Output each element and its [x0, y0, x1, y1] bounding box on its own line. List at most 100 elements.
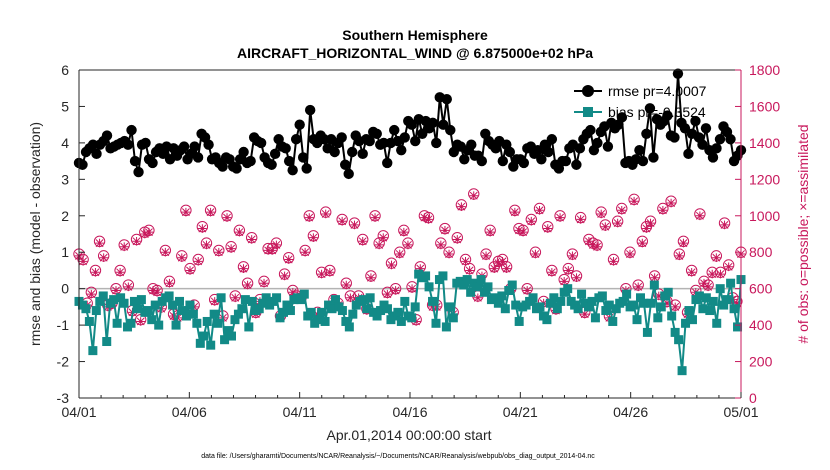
assimilated-obs-point [415, 264, 425, 273]
rmse-point [129, 155, 141, 167]
x-tick-label: 04/01 [61, 404, 96, 420]
assimilated-obs-point [87, 289, 96, 299]
rmse-point [203, 139, 214, 150]
assimilated-obs-point [358, 236, 368, 246]
bias-point [577, 289, 587, 299]
assimilated-obs-point [650, 273, 659, 283]
assimilated-obs-point [720, 220, 729, 230]
assimilated-obs-point [383, 289, 392, 299]
bias-point [705, 306, 715, 316]
bias-point [504, 285, 514, 295]
assimilated-obs-point [444, 249, 454, 259]
assimilated-obs-point [502, 264, 511, 273]
bias-point [372, 311, 382, 321]
rmse-point [101, 130, 113, 141]
assimilated-obs-point [617, 205, 627, 215]
assimilated-obs-point [378, 233, 388, 242]
bias-point [428, 296, 438, 306]
assimilated-obs-point [304, 213, 314, 222]
assimilated-obs-point [629, 196, 639, 206]
assimilated-obs-point [469, 191, 479, 201]
bias-point [98, 291, 108, 301]
rmse-point [669, 132, 680, 143]
assimilated-obs-point [214, 247, 224, 257]
bias-point [701, 293, 711, 303]
rmse-point [662, 110, 673, 121]
assimilated-obs-point [300, 247, 310, 257]
rmse-point [189, 141, 200, 152]
rmse-point [371, 128, 382, 139]
assimilated-obs-point [399, 227, 409, 237]
rmse-point [536, 154, 547, 165]
assimilated-obs-point [111, 286, 121, 295]
assimilated-obs-point [613, 218, 622, 228]
bias-point [164, 291, 174, 301]
bias-point [549, 293, 559, 303]
assimilated-obs-point [440, 226, 450, 235]
rmse-point [602, 141, 614, 152]
assimilated-obs-point [119, 242, 129, 252]
rmse-point [571, 159, 582, 170]
bias-point [313, 315, 323, 325]
bias-point [348, 309, 358, 319]
rmse-point [245, 155, 256, 167]
assimilated-obs-point [235, 227, 244, 237]
bias-point [410, 302, 420, 312]
bias-point [278, 307, 288, 317]
rmse-point [287, 165, 298, 176]
bias-point [590, 313, 600, 323]
bias-point [677, 366, 687, 376]
bias-point [330, 295, 340, 305]
bias-point [608, 316, 618, 326]
rmse-point [644, 103, 656, 114]
rmse-point [616, 112, 628, 123]
bias-point [583, 302, 593, 312]
bias-point [694, 291, 704, 301]
assimilated-obs-point [662, 298, 672, 308]
rmse-point [532, 144, 544, 156]
assimilated-obs-point [712, 253, 721, 263]
rmse-point [357, 148, 368, 160]
assimilated-obs-point [152, 287, 162, 297]
rmse-point [343, 168, 354, 180]
bias-point [445, 302, 455, 312]
bias-point [88, 346, 98, 356]
assimilated-obs-point [724, 262, 733, 272]
assimilated-obs-point [568, 251, 577, 261]
assimilated-obs-point [596, 209, 606, 219]
bias-point [233, 309, 243, 319]
assimilated-obs-point [91, 267, 100, 277]
assimilated-obs-point [267, 246, 277, 255]
assimilated-obs-point [473, 293, 483, 303]
x-axis-label: Apr.01,2014 00:00:00 start [326, 427, 491, 443]
assimilated-obs-point [202, 240, 211, 250]
bias-point [500, 304, 510, 314]
x-tick-label: 04/26 [613, 404, 648, 420]
assimilated-obs-point [592, 242, 602, 252]
assimilated-obs-point [230, 293, 240, 303]
rmse-point [364, 135, 375, 147]
y-tick-label-right: 1400 [749, 135, 780, 151]
x-tick-label: 05/01 [723, 404, 758, 420]
assimilated-obs-point [346, 293, 355, 303]
bias-point [663, 287, 673, 297]
rmse-point [683, 148, 694, 160]
rmse-point [592, 137, 603, 149]
assimilated-obs-point [675, 251, 684, 261]
rmse-point [679, 123, 691, 134]
assimilated-obs-point [707, 269, 717, 279]
assimilated-obs-point [366, 273, 376, 283]
rmse-point [329, 146, 340, 158]
bias-point [220, 335, 230, 345]
assimilated-obs-point [514, 226, 524, 235]
assimilated-obs-point [485, 227, 495, 237]
assimilated-obs-point [226, 244, 236, 253]
assimilated-obs-point [588, 240, 598, 250]
bias-point [178, 306, 188, 316]
bias-point [601, 306, 611, 316]
bias-point [632, 315, 642, 325]
rmse-point [297, 152, 309, 163]
bias-point [733, 322, 743, 332]
bias-point [448, 313, 458, 323]
